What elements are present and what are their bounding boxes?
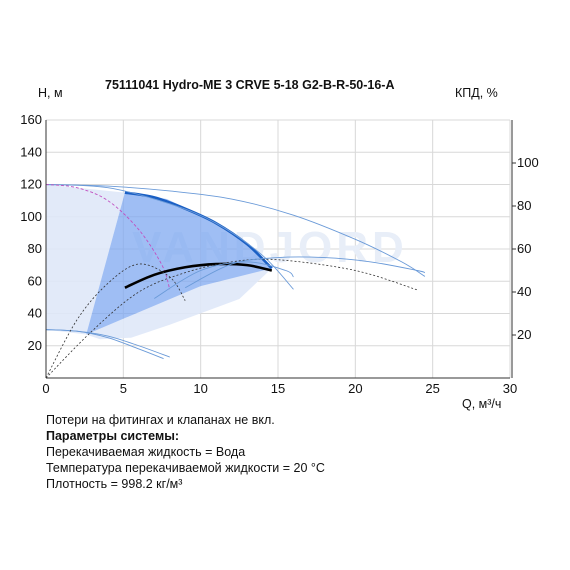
- curve-thin-blue-5: [45, 329, 164, 360]
- y-tick-label: 40: [28, 306, 42, 321]
- y2-tick-label: 80: [517, 198, 531, 213]
- axes: [45, 120, 516, 379]
- x-tick-label: 15: [271, 381, 285, 396]
- x-tick-label: 0: [42, 381, 49, 396]
- y2-tick-label: 60: [517, 241, 531, 256]
- y-tick-label: 120: [20, 177, 42, 192]
- operating-area: [86, 192, 272, 335]
- params-title: Параметры системы:: [46, 429, 180, 443]
- y-tick-label: 60: [28, 273, 42, 288]
- x-axis-label: Q, м³/ч: [462, 397, 502, 411]
- curve-thin-blue-9: [184, 256, 426, 289]
- y-tick-label: 160: [20, 112, 42, 127]
- curve-thin-blue-2: [45, 184, 294, 290]
- y2-tick-label: 100: [517, 155, 539, 170]
- system-notes: Потери на фитингах и клапанах не вкл. Па…: [46, 412, 325, 492]
- y2-tick-label: 20: [517, 327, 531, 342]
- y-tick-label: 80: [28, 241, 42, 256]
- fittings-note: Потери на фитингах и клапанах не вкл.: [46, 413, 275, 427]
- curve-bold-black-6: [124, 262, 273, 289]
- y-axis-right-label: КПД, %: [455, 86, 498, 100]
- x-tick-label: 25: [425, 381, 439, 396]
- x-tick-label: 20: [348, 381, 362, 396]
- x-tick-label: 10: [193, 381, 207, 396]
- y-tick-label: 140: [20, 144, 42, 159]
- tick-labels: 20 40 60 80 100 120 140 160 0 5 10 15 20 25 30 20 40 60 80…: [20, 112, 538, 396]
- y-tick-label: 100: [20, 209, 42, 224]
- temperature-line: Температура перекачиваемой жидкости = 20…: [46, 461, 325, 475]
- x-tick-label: 5: [120, 381, 127, 396]
- curve-dashed-purple-3: [45, 184, 171, 290]
- operating-areas: [46, 184, 272, 340]
- y-axis-left-label: H, м: [38, 86, 63, 100]
- density-line: Плотность = 998.2 кг/м³: [46, 477, 183, 491]
- light-area-efficiency: [86, 268, 272, 340]
- fluid-line: Перекачиваемая жидкость = Вода: [46, 445, 246, 459]
- y-tick-label: 20: [28, 338, 42, 353]
- curve-thin-blue-1: [45, 184, 426, 277]
- y2-tick-label: 40: [517, 284, 531, 299]
- x-tick-label: 30: [503, 381, 517, 396]
- curve-dashed-black-8: [45, 258, 418, 379]
- light-area-head: [46, 184, 125, 335]
- curve-thin-blue-10: [154, 261, 294, 299]
- chart-title: 75111041 Hydro-ME 3 CRVE 5-18 G2-B-R-50-…: [105, 78, 395, 92]
- curves: [45, 184, 426, 379]
